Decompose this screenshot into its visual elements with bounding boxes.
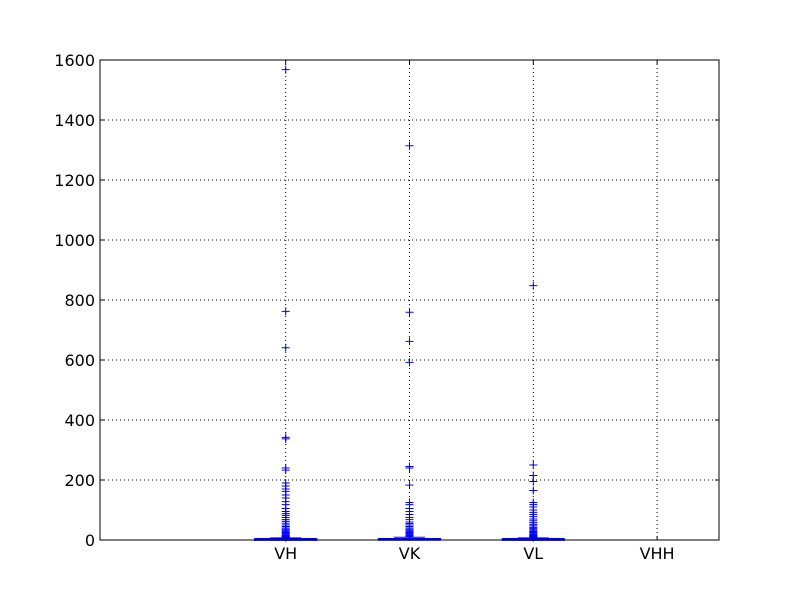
y-tick-label: 800	[64, 291, 95, 310]
y-tick-label: 1600	[54, 51, 95, 70]
y-tick-label: 400	[64, 411, 95, 430]
flier-point	[281, 434, 290, 443]
flier-point	[529, 486, 538, 495]
y-tick-label: 1200	[54, 171, 95, 190]
flier-point	[405, 358, 414, 367]
flier-point	[405, 464, 414, 472]
x-tick-label: VHH	[640, 544, 675, 563]
flier-point	[281, 65, 290, 74]
flier-point	[405, 337, 414, 346]
grid-layer	[100, 59, 719, 541]
flier-point	[529, 477, 538, 486]
x-tick-label: VL	[523, 544, 543, 563]
flier-point	[281, 343, 290, 352]
flier-point	[405, 481, 414, 490]
y-tick-label: 1400	[54, 111, 95, 130]
flier-point	[529, 461, 538, 469]
flier-point	[529, 281, 538, 290]
x-tick-label: VK	[399, 544, 421, 563]
flier-point	[281, 466, 290, 475]
y-tick-label: 1000	[54, 231, 95, 250]
flier-point	[405, 308, 414, 317]
flier-point	[281, 307, 290, 316]
x-tick-label: VH	[274, 544, 297, 563]
ticks-layer: 0 200 400 600 800 1000 1200 1400 1600 VH VK VL VHH	[54, 51, 719, 563]
flier-point	[405, 141, 414, 150]
y-tick-label: 0	[85, 531, 95, 550]
y-tick-label: 600	[64, 351, 95, 370]
y-tick-label: 200	[64, 471, 95, 490]
